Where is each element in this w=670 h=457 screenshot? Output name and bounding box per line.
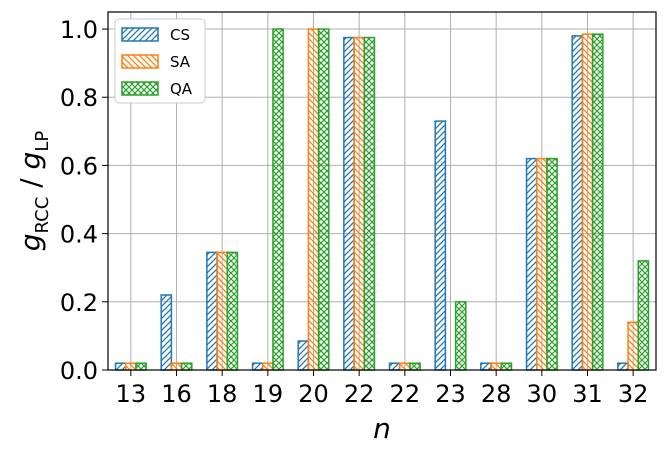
bar-sa: [581, 33, 594, 371]
bar-qa: [409, 362, 421, 371]
y-tick-label: 0.0: [60, 357, 98, 385]
bar-qa: [500, 362, 513, 371]
y-axis-ticks: 0.0 0.2 0.4 0.6 0.8 1.0: [60, 16, 108, 385]
bar-cs: [480, 362, 492, 371]
x-tick-label: 22: [390, 380, 421, 408]
legend-swatch-cs: [121, 27, 159, 42]
bar-sa: [307, 28, 320, 371]
bar-sa: [170, 362, 183, 371]
bar-qa: [135, 362, 147, 371]
x-tick-label: 23: [435, 380, 466, 408]
x-tick-label: 30: [527, 380, 558, 408]
x-tick-label: 28: [481, 380, 512, 408]
bar-qa: [363, 36, 376, 371]
x-tick-label: 20: [298, 380, 329, 408]
bar-qa: [637, 260, 650, 371]
bar-sa: [216, 251, 229, 371]
bar-cs: [571, 35, 584, 371]
bar-qa: [180, 362, 193, 371]
y-tick-label: 0.6: [60, 152, 98, 180]
bar-cs: [343, 36, 355, 371]
bar-qa: [591, 33, 604, 371]
legend: CS SA QA: [114, 18, 206, 104]
bar-cs: [114, 362, 127, 371]
x-tick-label: 16: [161, 380, 192, 408]
x-tick-label: 32: [618, 380, 649, 408]
bar-sa: [261, 362, 274, 371]
x-tick-label: 22: [344, 380, 375, 408]
legend-label-cs: CS: [170, 26, 190, 44]
bar-sa: [535, 157, 548, 371]
bar-cs: [388, 362, 401, 371]
bar-sa: [398, 362, 411, 371]
bar-sa: [124, 362, 137, 371]
x-axis-label: n: [373, 412, 391, 445]
y-axis-label: gRCC / gLP: [14, 131, 53, 252]
bar-sa: [490, 362, 503, 371]
y-tick-label: 1.0: [60, 16, 98, 44]
legend-swatch-sa: [121, 54, 159, 69]
legend-swatch-qa: [121, 81, 159, 96]
plot-frame: [107, 11, 657, 371]
bar-cs: [617, 362, 629, 371]
y-tick-label: 0.8: [60, 84, 98, 112]
y-tick-label: 0.2: [60, 289, 98, 317]
legend-label-sa: SA: [170, 53, 191, 71]
bar-qa: [317, 28, 330, 371]
bar-sa: [627, 321, 640, 371]
x-tick-label: 18: [207, 380, 238, 408]
legend-label-qa: QA: [170, 80, 193, 98]
bar-qa: [272, 28, 284, 371]
bar-qa: [546, 157, 558, 371]
bar-cs: [525, 157, 538, 371]
bar-sa: [353, 36, 366, 371]
x-tick-label: 13: [116, 380, 147, 408]
x-axis-ticks: 13 16 18 19 20 22 22 23 28 30 31 32: [116, 370, 649, 408]
bar-cs: [434, 120, 447, 371]
y-tick-label: 0.4: [60, 221, 98, 249]
bar-cs: [160, 294, 173, 371]
bar-cs: [251, 362, 264, 371]
x-tick-label: 31: [572, 380, 603, 408]
bar-cs: [297, 340, 310, 371]
bar-qa: [226, 251, 239, 371]
bar-qa: [454, 301, 467, 371]
bar-cs: [206, 251, 218, 371]
x-tick-label: 19: [253, 380, 284, 408]
